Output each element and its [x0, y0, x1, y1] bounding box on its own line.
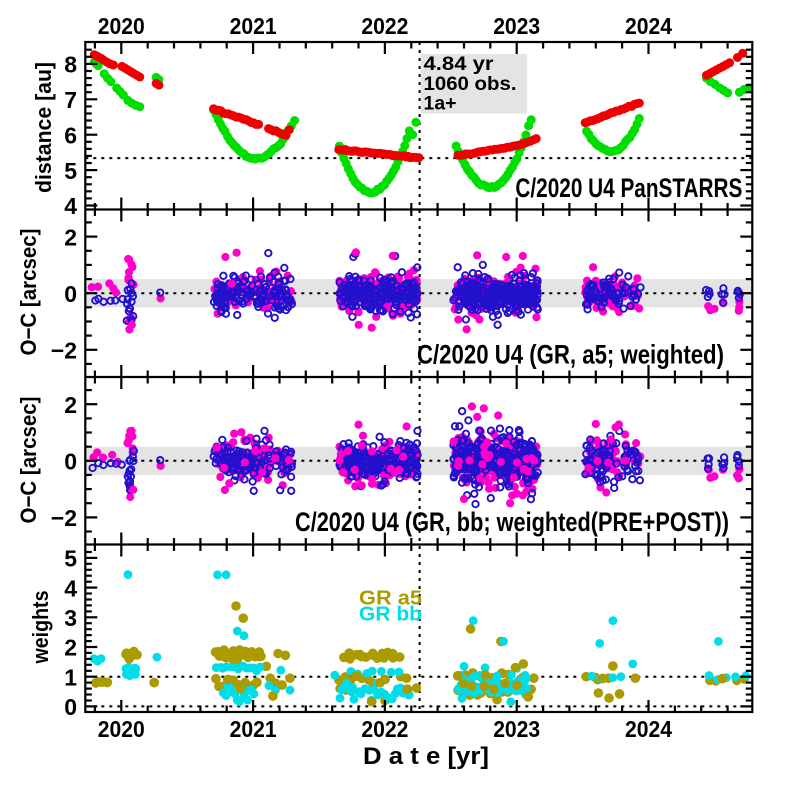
svg-text:2020: 2020 — [98, 13, 145, 39]
svg-text:7: 7 — [64, 87, 77, 113]
svg-text:D a t e [yr]: D a t e [yr] — [363, 743, 489, 770]
svg-text:5: 5 — [64, 546, 77, 572]
svg-text:2023: 2023 — [493, 13, 540, 39]
svg-text:2: 2 — [64, 392, 77, 418]
svg-text:2: 2 — [64, 224, 77, 250]
svg-text:GR bb: GR bb — [359, 604, 422, 626]
svg-text:2020: 2020 — [98, 716, 145, 742]
svg-text:−2: −2 — [51, 505, 77, 531]
svg-text:O−C [arcsec]: O−C [arcsec] — [16, 397, 41, 524]
svg-text:C/2020 U4 PanSTARRS: C/2020 U4 PanSTARRS — [515, 173, 742, 203]
svg-text:weights: weights — [28, 591, 53, 665]
svg-text:6: 6 — [64, 122, 77, 148]
svg-text:4.84 yr: 4.84 yr — [424, 54, 495, 75]
svg-text:1060 obs.: 1060 obs. — [424, 74, 517, 95]
svg-text:3: 3 — [64, 605, 77, 631]
svg-text:C/2020 U4 (GR, a5; weighted): C/2020 U4 (GR, a5; weighted) — [417, 340, 724, 370]
svg-text:0: 0 — [64, 281, 77, 307]
svg-text:distance [au]: distance [au] — [31, 62, 56, 193]
svg-text:0: 0 — [64, 449, 77, 475]
svg-text:2024: 2024 — [625, 13, 672, 39]
svg-text:0: 0 — [64, 694, 77, 720]
svg-text:4: 4 — [64, 193, 77, 219]
svg-text:5: 5 — [64, 158, 77, 184]
svg-text:2: 2 — [64, 635, 77, 661]
svg-text:2022: 2022 — [361, 13, 408, 39]
svg-text:GR a5: GR a5 — [359, 588, 422, 610]
svg-text:O−C [arcsec]: O−C [arcsec] — [16, 229, 41, 356]
svg-text:1a+: 1a+ — [424, 93, 457, 114]
svg-text:2021: 2021 — [230, 716, 277, 742]
svg-text:4: 4 — [64, 575, 77, 601]
svg-text:2023: 2023 — [493, 716, 540, 742]
svg-text:1: 1 — [64, 664, 77, 690]
svg-text:−2: −2 — [51, 338, 77, 364]
svg-text:C/2020 U4 (GR, bb; weighted(PR: C/2020 U4 (GR, bb; weighted(PRE+POST)) — [295, 507, 729, 537]
svg-text:2021: 2021 — [230, 13, 277, 39]
svg-text:2022: 2022 — [361, 716, 408, 742]
svg-text:8: 8 — [64, 52, 77, 78]
svg-text:2024: 2024 — [625, 716, 672, 742]
